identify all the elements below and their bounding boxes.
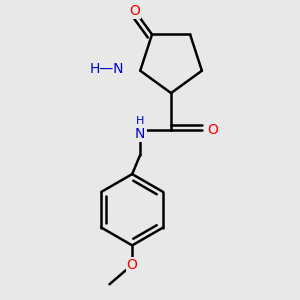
Text: N: N xyxy=(135,127,146,141)
Text: H—N: H—N xyxy=(89,62,124,76)
Text: O: O xyxy=(129,4,140,18)
Text: H: H xyxy=(136,116,145,126)
Text: O: O xyxy=(127,258,138,272)
Text: O: O xyxy=(208,123,219,137)
